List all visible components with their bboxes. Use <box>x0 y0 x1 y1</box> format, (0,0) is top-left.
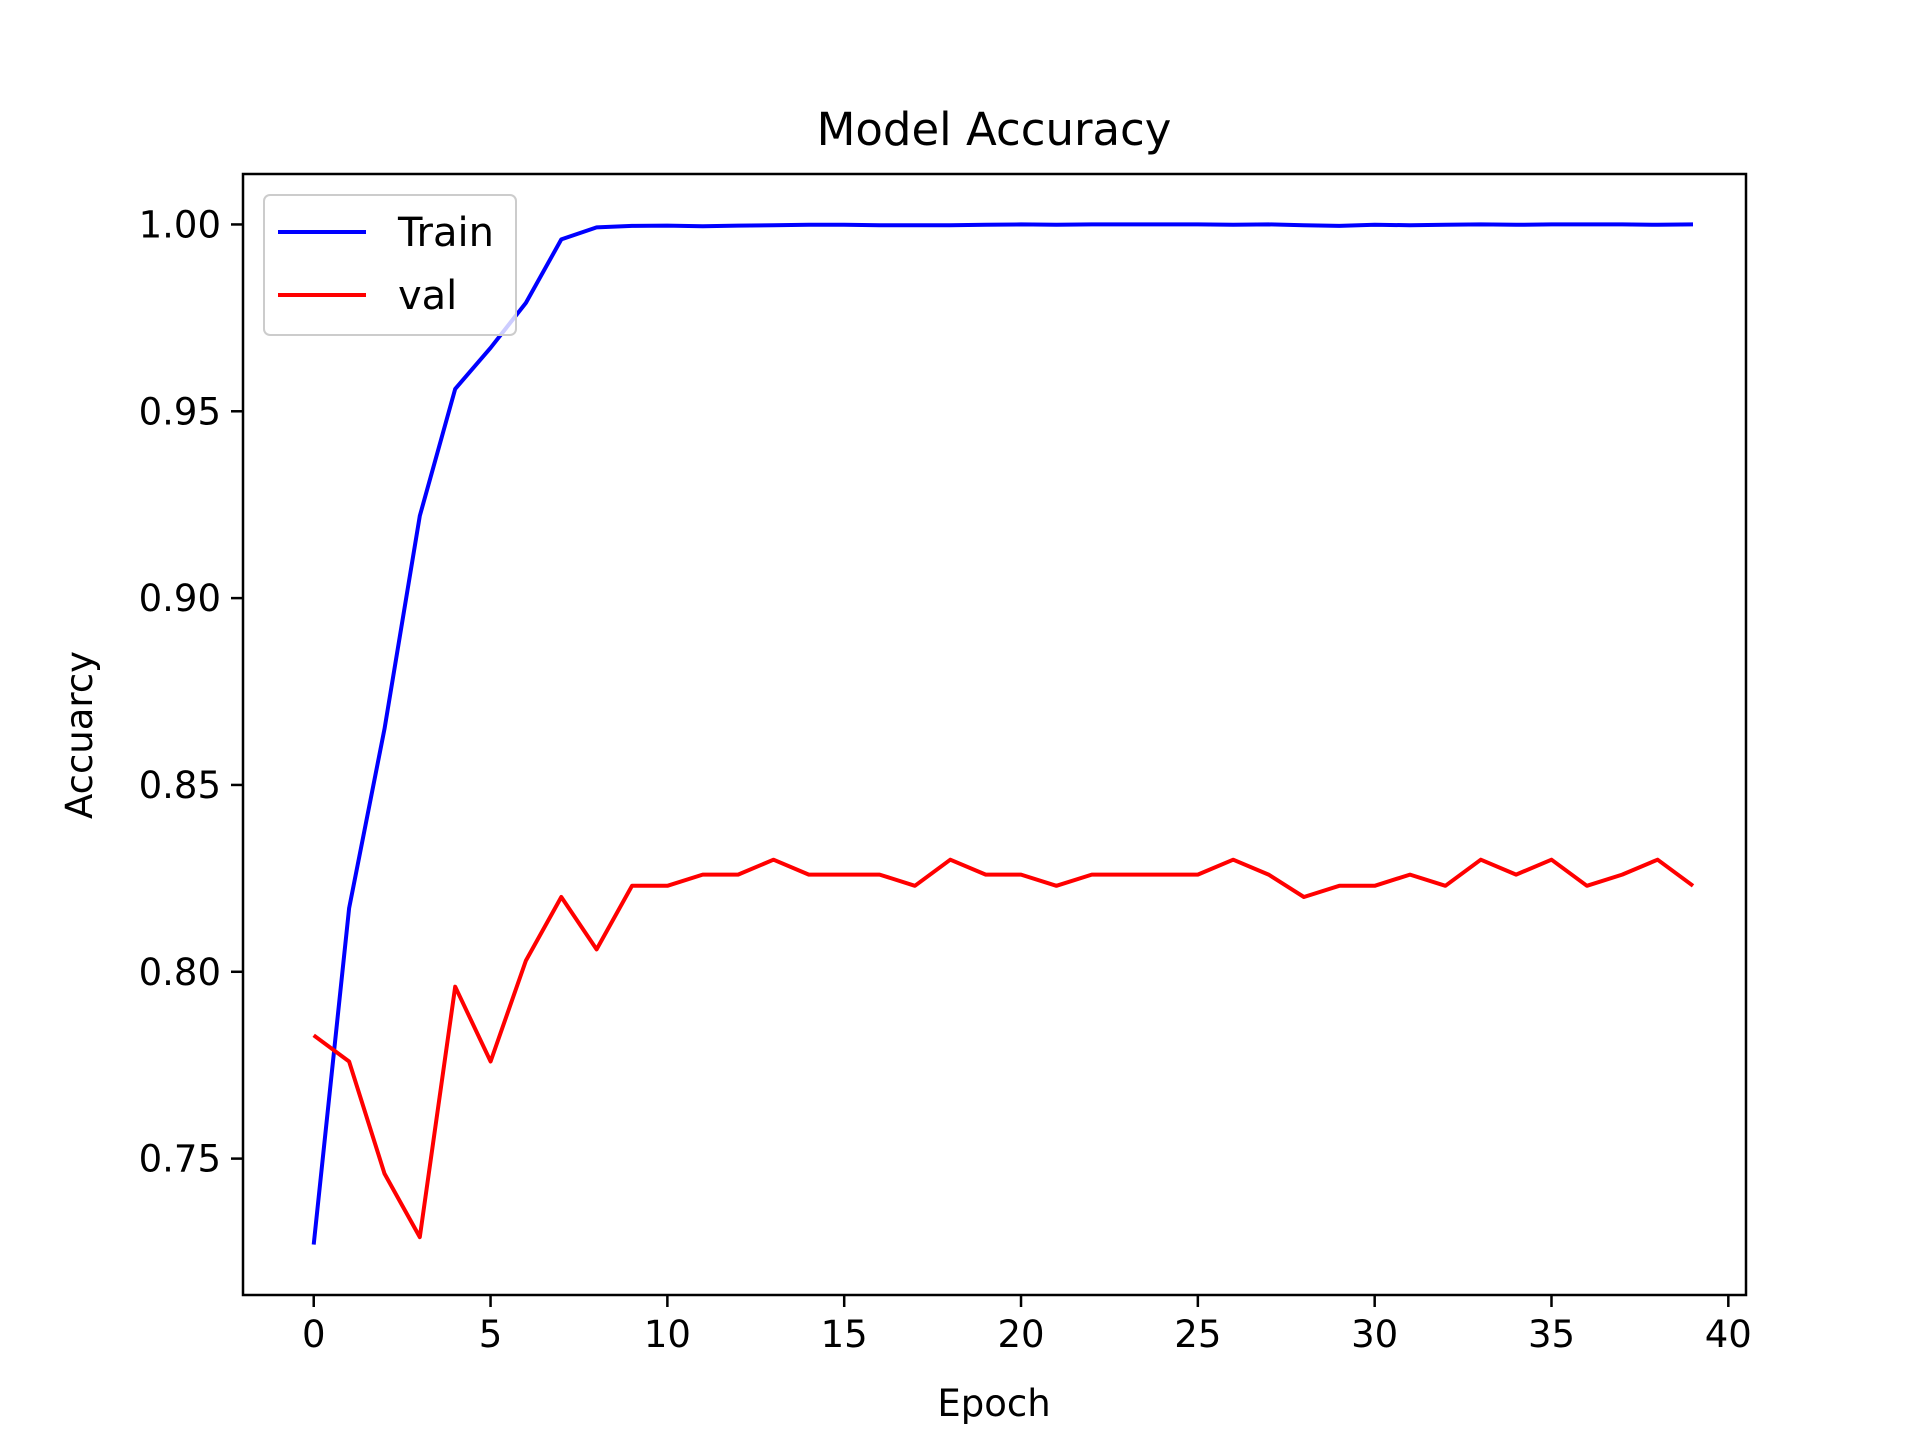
x-tick-label: 40 <box>1705 1313 1752 1356</box>
legend: Train val <box>263 194 517 336</box>
x-axis-label: Epoch <box>937 1382 1050 1425</box>
y-tick-label: 0.85 <box>139 764 221 807</box>
plot-frame <box>241 172 1748 1297</box>
x-axis: 0 5 10 15 20 25 30 35 40 <box>302 1295 1752 1356</box>
y-tick-label: 0.95 <box>139 390 221 433</box>
x-tick-label: 25 <box>1174 1313 1221 1356</box>
x-tick-label: 0 <box>302 1313 326 1356</box>
x-tick-label: 5 <box>479 1313 503 1356</box>
y-tick-label: 0.75 <box>139 1138 221 1181</box>
legend-label-val: val <box>398 273 457 319</box>
y-tick-label: 0.90 <box>139 577 221 620</box>
y-axis: 0.75 0.80 0.85 0.90 0.95 1.00 <box>139 203 243 1181</box>
x-tick-label: 15 <box>821 1313 868 1356</box>
x-tick-label: 35 <box>1528 1313 1575 1356</box>
series-line-val <box>312 857 1695 1240</box>
x-tick-label: 30 <box>1351 1313 1398 1356</box>
y-tick-label: 1.00 <box>139 203 221 246</box>
x-tick-label: 20 <box>997 1313 1044 1356</box>
series-line-train <box>311 222 1694 1245</box>
y-tick-label: 0.80 <box>139 951 221 994</box>
legend-label-train: Train <box>397 210 494 256</box>
plot-area <box>311 222 1695 1245</box>
y-axis-label: Accuarcy <box>58 651 101 819</box>
chart-title: Model Accuracy <box>817 103 1172 156</box>
x-tick-label: 10 <box>644 1313 691 1356</box>
